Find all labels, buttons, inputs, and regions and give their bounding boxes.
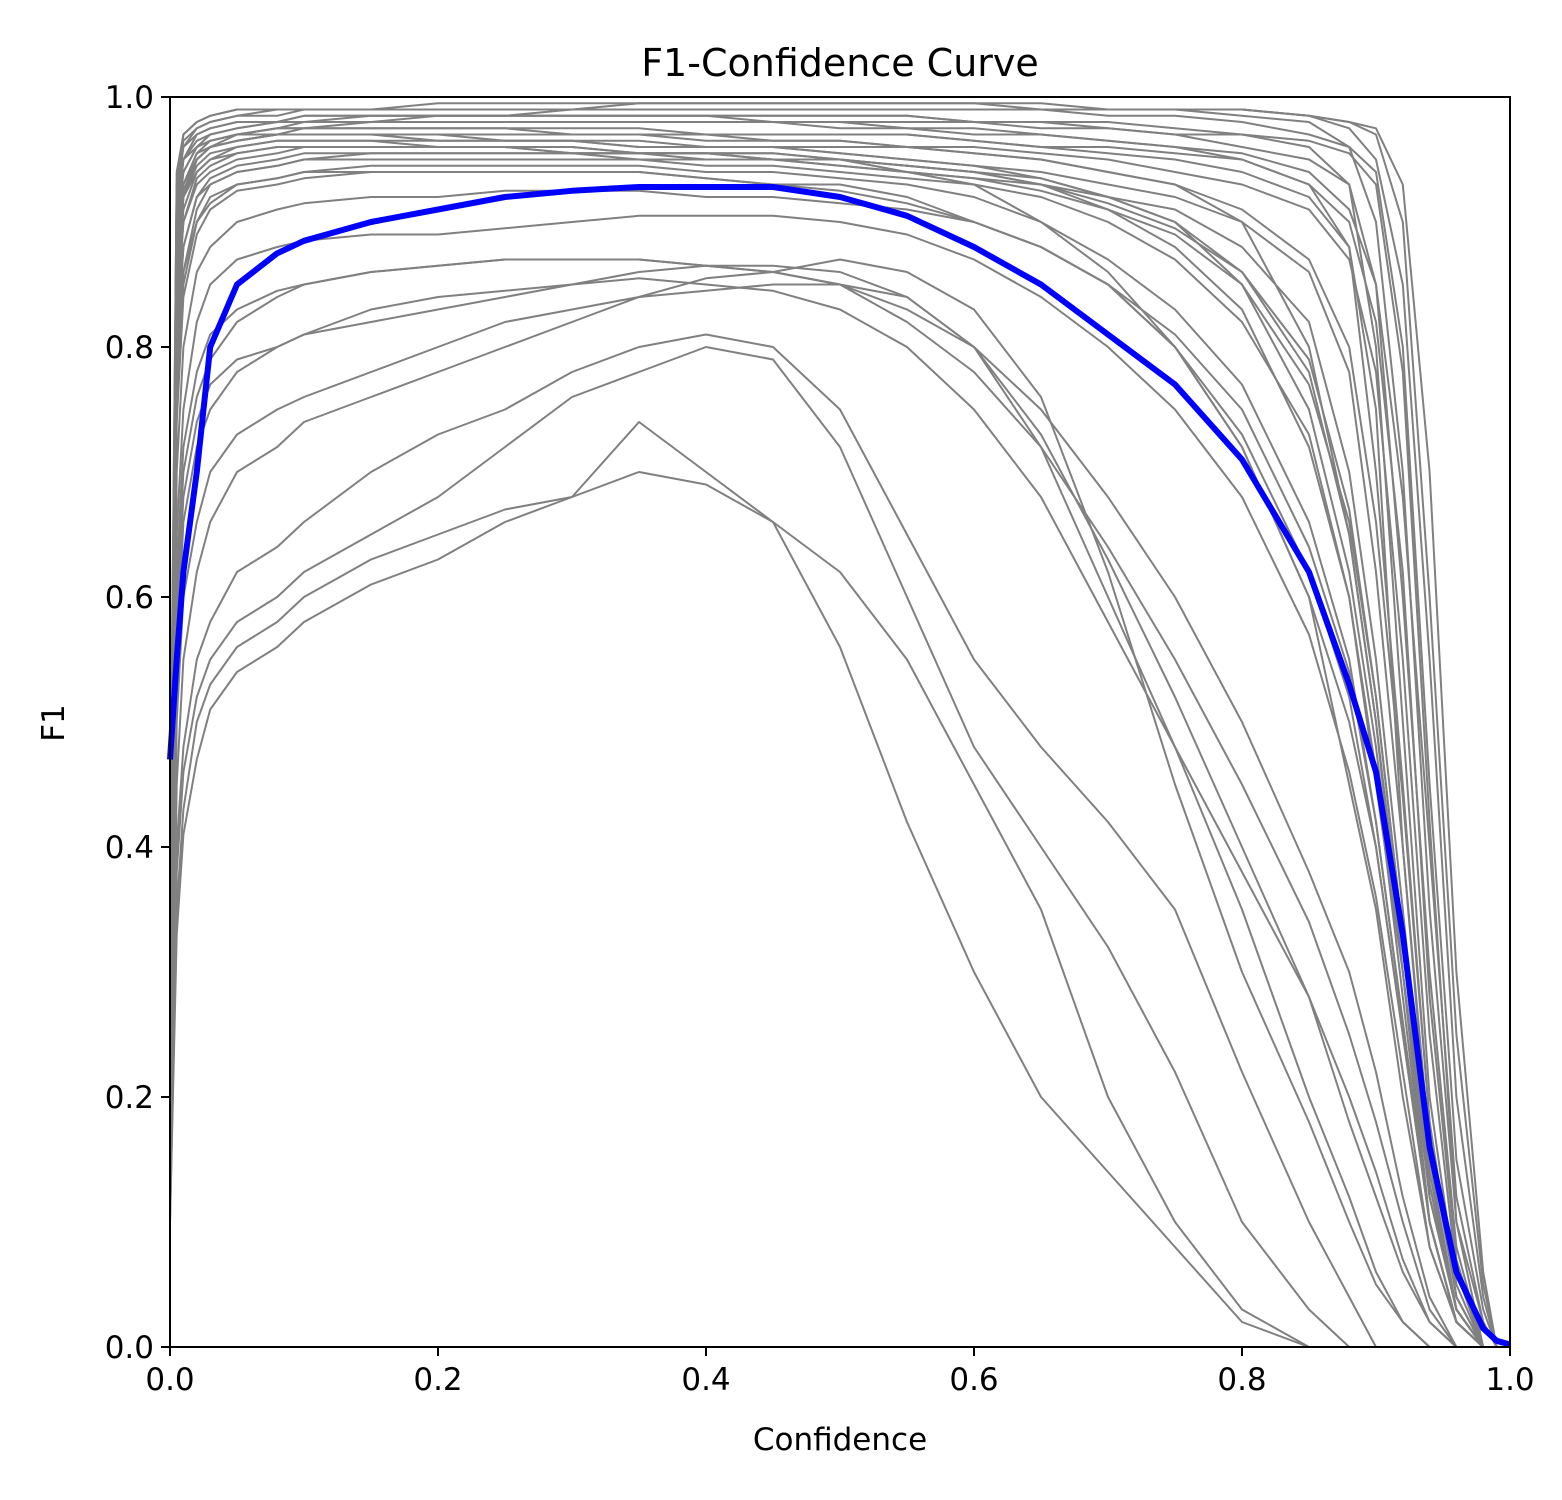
series-line-class-17: [169, 121, 1510, 1348]
series-line-mean: [167, 184, 1511, 1348]
series-line-class-18: [169, 133, 1510, 1348]
series-line-class-2: [169, 127, 1510, 1348]
y-tick-label: 1.0: [105, 80, 154, 116]
series-line-class-14: [169, 127, 1510, 1348]
series-line-class-15: [169, 152, 1510, 1348]
y-axis-ticks: 0.0 0.2 0.4 0.6 0.8 1.0: [105, 80, 170, 1366]
x-axis-ticks: 0.0 0.2 0.4 0.6 0.8 1.0: [145, 1347, 1535, 1398]
series-line-class-35: [169, 114, 1510, 1348]
series-line-class-13: [169, 102, 1510, 1348]
series-line-class-12: [169, 146, 1510, 1348]
series-layer: [167, 102, 1511, 1348]
x-tick-label: 1.0: [1485, 1362, 1534, 1398]
series-line-class-8: [169, 146, 1510, 1348]
series-line-class-23: [169, 333, 1510, 1348]
series-line-class-31: [169, 121, 1510, 1348]
series-line-class-27: [169, 214, 1510, 1348]
y-tick-label: 0.6: [105, 580, 154, 616]
y-tick-label: 0.0: [105, 1330, 154, 1366]
series-line-class-32: [169, 102, 1510, 1348]
x-axis-label: Confidence: [753, 1422, 927, 1458]
y-axis-label: F1: [36, 704, 72, 742]
series-line-class-36: [169, 133, 1510, 1348]
x-tick-label: 0.8: [1217, 1362, 1266, 1398]
series-line-class-39: [169, 171, 1510, 1348]
series-line-class-3: [169, 108, 1510, 1348]
plot-frame: [169, 96, 1511, 1348]
series-line-class-10: [169, 108, 1510, 1348]
series-line-class-4: [169, 133, 1510, 1348]
series-line-class-21: [169, 283, 1510, 1348]
x-tick-label: 0.6: [949, 1362, 998, 1398]
series-line-class-16: [169, 189, 1510, 1348]
series-line-class-30: [169, 164, 1510, 1348]
x-tick-label: 0.2: [413, 1362, 462, 1398]
y-tick-label: 0.4: [105, 830, 154, 866]
series-line-class-38: [169, 108, 1510, 1348]
chart-title: F1-Confidence Curve: [641, 41, 1039, 85]
series-line-class-26: [169, 421, 1510, 1348]
series-line-class-28: [169, 258, 1510, 1348]
series-line-class-22: [169, 258, 1510, 1348]
series-line-class-37: [169, 146, 1510, 1348]
series-line-class-6: [169, 114, 1510, 1348]
series-line-class-29: [169, 264, 1510, 1348]
x-tick-label: 0.4: [681, 1362, 730, 1398]
series-line-class-11: [169, 133, 1510, 1348]
series-line-class-5: [169, 152, 1510, 1348]
series-line-class-33: [169, 139, 1510, 1348]
x-tick-label: 0.0: [145, 1362, 194, 1398]
series-line-class-34: [169, 158, 1510, 1348]
y-tick-label: 0.8: [105, 330, 154, 366]
series-line-class-20: [169, 277, 1510, 1348]
series-line-class-24: [169, 346, 1510, 1348]
series-line-class-1: [169, 114, 1510, 1348]
series-line-class-25: [169, 471, 1510, 1348]
y-tick-label: 0.2: [105, 1080, 154, 1116]
series-line-class-19: [169, 258, 1510, 1348]
